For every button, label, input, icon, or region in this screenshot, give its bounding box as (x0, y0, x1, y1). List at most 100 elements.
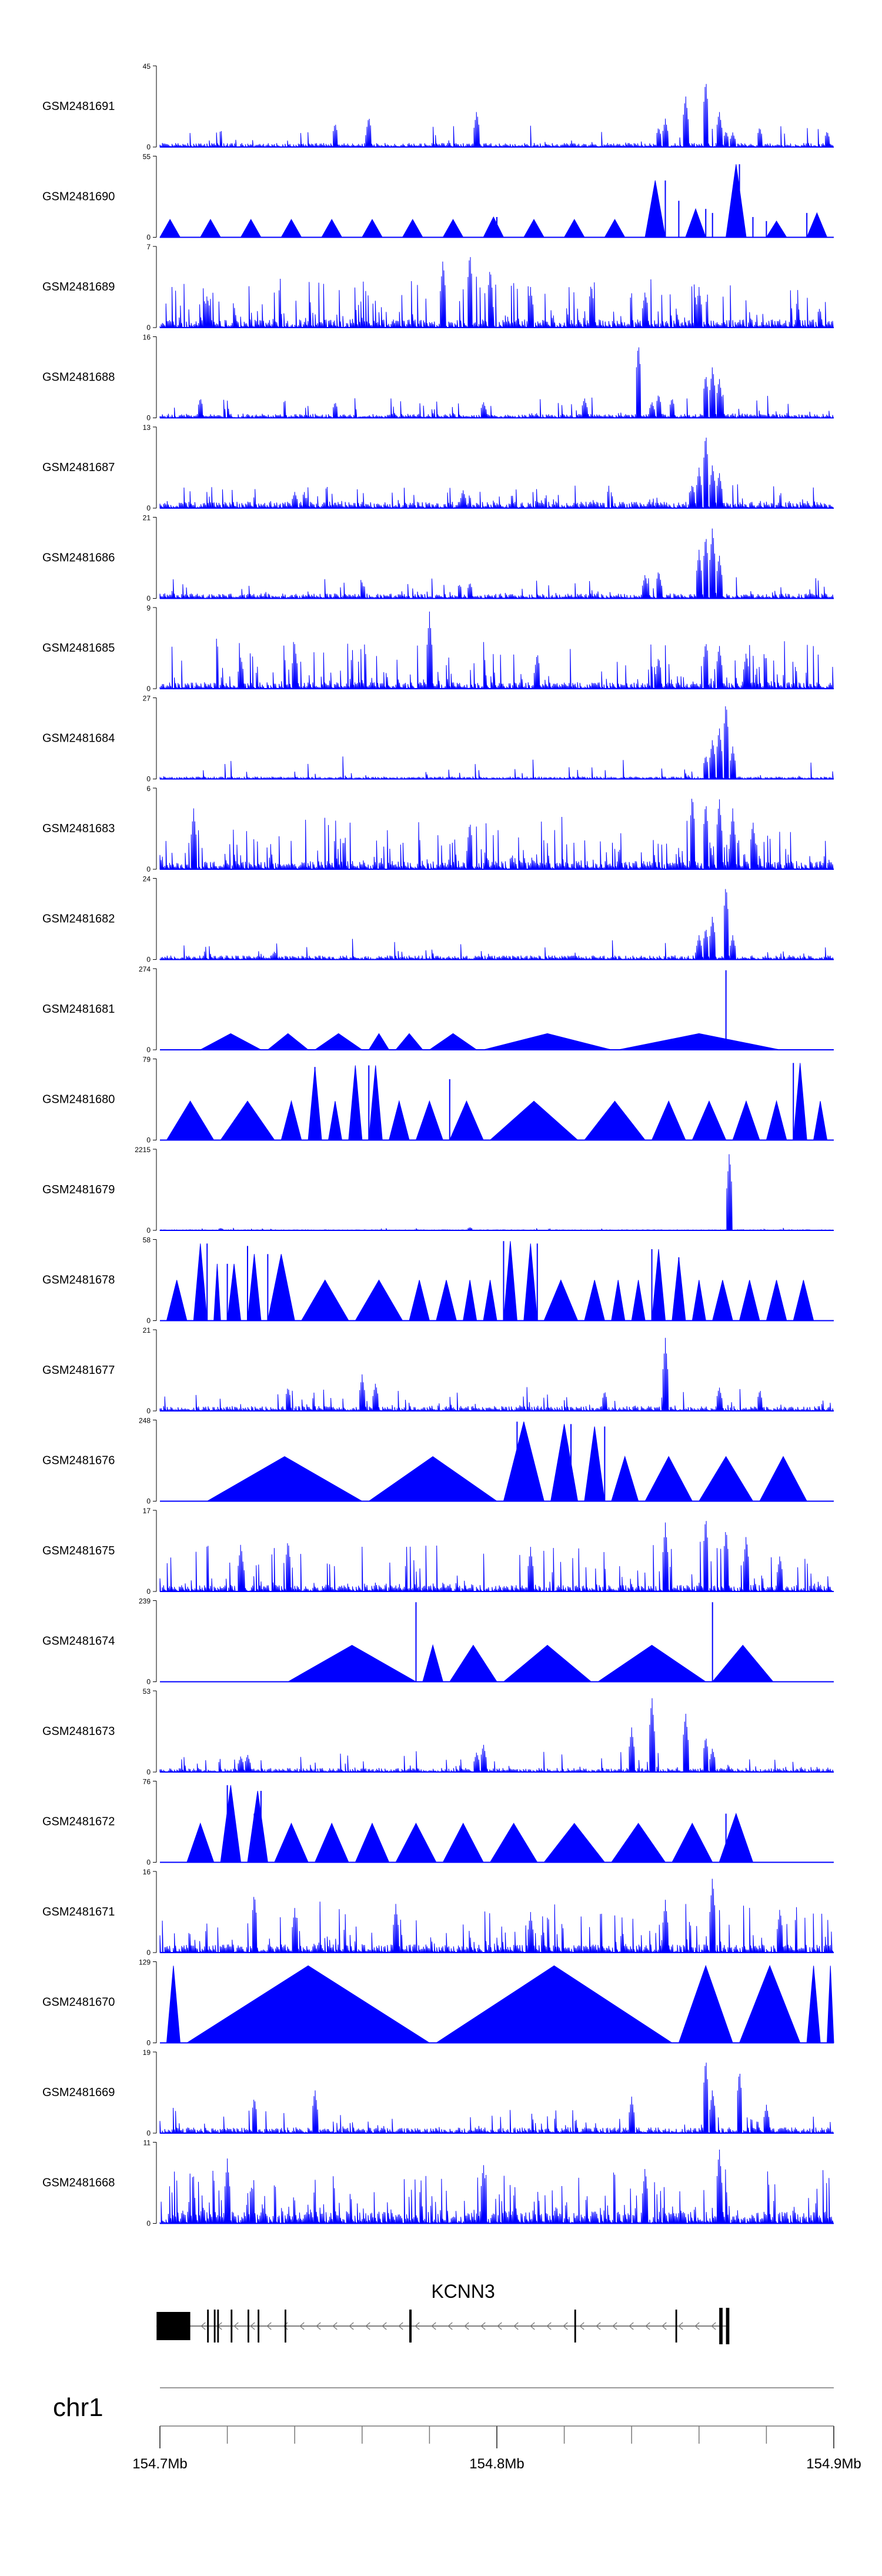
y-max-label: 129 (139, 1958, 151, 1967)
gene-exon (409, 2310, 412, 2343)
coverage-triangle (166, 1966, 181, 2043)
coverage-triangle (463, 1280, 477, 1321)
coverage-triangle (321, 219, 343, 238)
coverage-triangle (361, 219, 383, 238)
strand-chevron (513, 2322, 519, 2330)
strand-chevron (332, 2322, 338, 2330)
coverage-triangle (213, 1263, 221, 1321)
strand-chevron (283, 2322, 288, 2330)
y-min-label: 0 (146, 956, 151, 964)
coverage-triangle (449, 1644, 497, 1682)
y-min-label: 0 (146, 233, 151, 242)
y-min-label: 0 (146, 1136, 151, 1144)
coverage-profile (159, 2150, 834, 2224)
track-label: GSM2481686 (42, 552, 115, 565)
track-GSM2481672: GSM2481672 76 0 (42, 1778, 834, 1867)
y-min-label: 0 (146, 2129, 151, 2137)
coverage-triangle (543, 1279, 579, 1321)
y-max-label: 79 (143, 1056, 151, 1064)
coverage-triangle (597, 1644, 707, 1682)
y-max-label: 16 (143, 1868, 151, 1876)
track-GSM2481690: GSM2481690 55 0 (42, 153, 834, 242)
strand-chevron (678, 2322, 683, 2330)
coverage-triangle (206, 1456, 363, 1501)
coverage-triangle (813, 1101, 828, 1140)
y-max-label: 274 (139, 965, 151, 973)
strand-chevron (497, 2322, 502, 2330)
track-GSM2481673: GSM2481673 53 0 (42, 1687, 834, 1776)
coverage-tracks: GSM2481691450GSM2481690550GSM248168970GS… (42, 62, 834, 2228)
coverage-triangle (166, 1280, 188, 1321)
coverage-triangle (631, 1280, 646, 1321)
track-label: GSM2481690 (42, 191, 115, 203)
coverage-triangle (793, 1280, 814, 1321)
gene-exon (230, 2310, 233, 2343)
strand-chevron (464, 2322, 469, 2330)
coverage-triangle (712, 1280, 733, 1321)
coverage-triangle (726, 164, 747, 238)
y-max-label: 55 (143, 153, 151, 161)
coverage-triangle (651, 1100, 686, 1140)
coverage-triangle (428, 1033, 478, 1050)
coverage-triangle (483, 1033, 612, 1050)
track-GSM2481686: GSM2481686 21 0 (42, 514, 834, 603)
y-min-label: 0 (146, 1768, 151, 1776)
coverage-triangle (652, 1249, 666, 1321)
coverage-triangle (671, 1823, 713, 1863)
y-max-label: 9 (146, 604, 151, 612)
coverage-triangle (159, 219, 181, 238)
coverage-triangle (483, 1280, 497, 1321)
coverage-triangle (691, 1280, 706, 1321)
coverage-triangle (806, 1966, 821, 2043)
y-min-label: 0 (146, 504, 151, 512)
gene-name-label: KCNN3 (431, 2281, 495, 2302)
track-GSM2481682: GSM2481682 24 0 (42, 875, 834, 964)
track-label: GSM2481669 (42, 2086, 115, 2099)
track-label: GSM2481680 (42, 1093, 115, 1106)
coverage-profile (159, 1154, 834, 1231)
coverage-triangle (409, 1280, 430, 1321)
coverage-profile (159, 1337, 834, 1412)
coverage-triangle (584, 1280, 605, 1321)
coverage-triangle (644, 1456, 693, 1501)
track-label: GSM2481687 (42, 461, 115, 474)
coverage-triangle (227, 1263, 242, 1321)
coverage-triangle (711, 1644, 774, 1682)
coverage-profile (159, 84, 834, 148)
track-GSM2481676: GSM2481676 248 0 (42, 1417, 834, 1506)
strand-chevron (480, 2322, 486, 2330)
strand-chevron (266, 2322, 272, 2330)
y-min-label: 0 (146, 1497, 151, 1506)
gene-exon (285, 2310, 286, 2343)
gene-exon (217, 2310, 219, 2343)
coverage-triangle (355, 1823, 390, 1863)
x-tick-label: 154.9Mb (806, 2456, 861, 2472)
coverage-triangle (220, 1100, 275, 1140)
coverage-triangle (280, 219, 302, 238)
coverage-triangle (691, 1100, 727, 1140)
track-GSM2481679: GSM2481679 2215 0 (42, 1146, 834, 1234)
coverage-triangle (644, 180, 666, 238)
y-min-label: 0 (146, 414, 151, 422)
coverage-triangle (280, 1100, 302, 1140)
coverage-triangle (793, 1063, 807, 1140)
coverage-triangle (584, 1426, 605, 1501)
gene-exon (258, 2310, 260, 2343)
coverage-triangle (766, 1100, 787, 1140)
coverage-profile (159, 799, 834, 870)
coverage-triangle (355, 1279, 403, 1321)
track-GSM2481671: GSM2481671 16 0 (42, 1868, 834, 1957)
coverage-triangle (395, 1033, 424, 1050)
y-max-label: 11 (143, 2139, 151, 2147)
coverage-triangle (583, 1100, 646, 1140)
coverage-profile (159, 438, 834, 509)
coverage-triangle (286, 1644, 417, 1682)
coverage-profile (159, 2063, 834, 2134)
strand-chevron (299, 2322, 305, 2330)
coverage-triangle (415, 1100, 444, 1140)
track-label: GSM2481679 (42, 1183, 115, 1196)
track-label: GSM2481691 (42, 100, 115, 113)
gene-exon (156, 2312, 191, 2340)
coverage-profile (159, 706, 834, 779)
